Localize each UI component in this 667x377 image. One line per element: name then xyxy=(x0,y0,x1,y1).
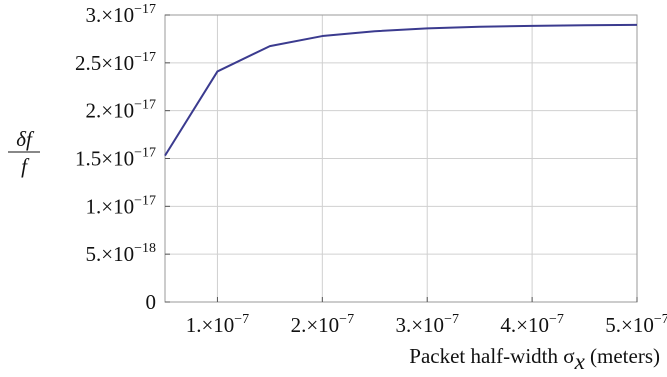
x-tick-label: 3.×10−7 xyxy=(395,312,459,337)
y-axis-ticks: 0 5.×10−18 1.×10−17 1.5×10−17 2.×10−17 2.5×10… xyxy=(75,2,170,314)
x-tick-label: 4.×10−7 xyxy=(500,312,564,337)
x-axis-title-subscript: x xyxy=(574,349,586,374)
y-tick-label: 0 xyxy=(146,290,157,314)
grid-lines xyxy=(165,15,638,302)
x-tick-label: 1.×10−7 xyxy=(186,312,250,337)
x-axis-title-main: Packet half-width σ xyxy=(409,344,574,368)
y-tick-label: 1.×10−17 xyxy=(86,193,157,218)
x-axis-title-suffix: (meters) xyxy=(585,344,660,368)
y-tick-label: 1.5×10−17 xyxy=(75,146,156,171)
y-axis-title-denominator: f xyxy=(21,154,30,178)
series-layer xyxy=(164,23,638,157)
y-axis-title-numerator: δf xyxy=(16,127,35,151)
y-tick-label: 2.×10−17 xyxy=(86,98,157,123)
y-tick-label: 2.5×10−17 xyxy=(75,50,156,75)
x-axis-ticks: 1.×10−7 2.×10−7 3.×10−7 4.×10−7 5.×10−7 xyxy=(186,297,667,337)
x-tick-label: 5.×10−7 xyxy=(605,312,667,337)
y-axis-title: δf f xyxy=(8,127,40,178)
series-line xyxy=(164,23,638,157)
x-axis-title: Packet half-width σx (meters) xyxy=(409,344,660,374)
y-tick-label: 3.×10−17 xyxy=(86,2,157,27)
x-tick-label: 2.×10−7 xyxy=(291,312,355,337)
y-tick-label: 5.×10−18 xyxy=(86,241,157,266)
